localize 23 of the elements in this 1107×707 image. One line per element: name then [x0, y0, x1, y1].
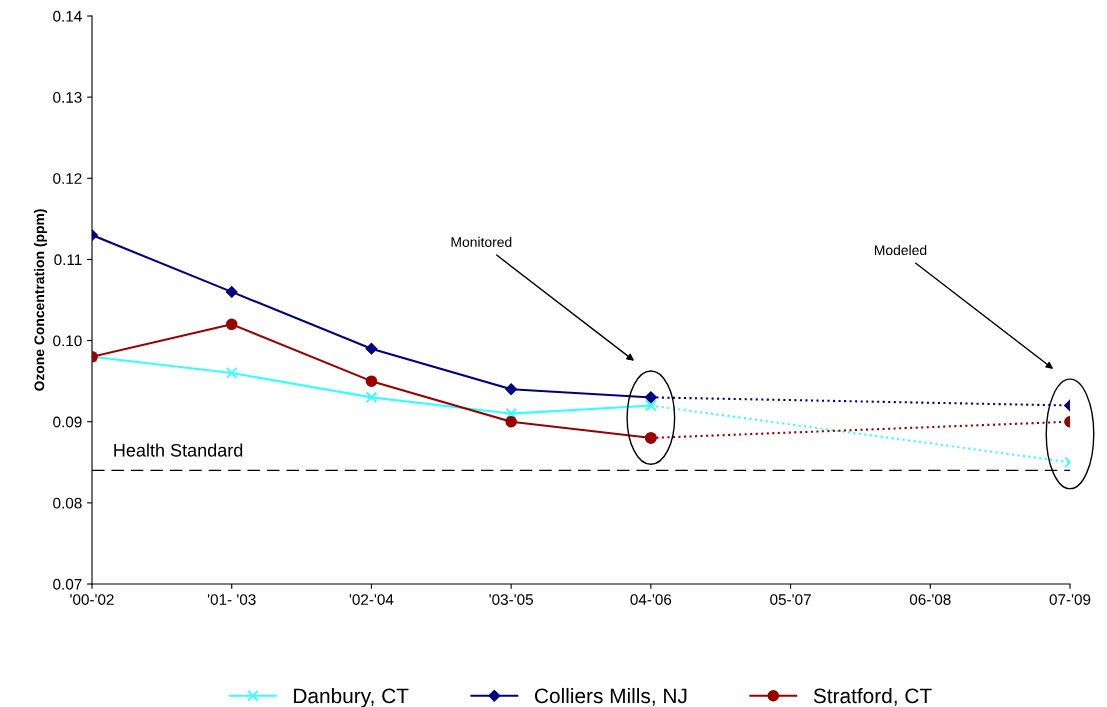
legend-label: Stratford, CT — [813, 687, 932, 706]
y-tick-label: 0.09 — [53, 416, 82, 428]
x-tick-label: 05-'07 — [770, 594, 811, 605]
y-tick-label: 0.07 — [53, 578, 82, 590]
legend-label: Danbury, CT — [294, 687, 409, 707]
y-tick-label: 0.11 — [54, 254, 82, 266]
x-tick-label: 06-'08 — [909, 594, 951, 605]
x-tick-label: '01- '03 — [207, 594, 256, 605]
annotation: Monitored — [451, 236, 512, 247]
legend-label: Colliers Mills, NJ — [535, 687, 687, 706]
annotation: Modeled — [874, 244, 927, 256]
y-tick-label: 0.13 — [53, 92, 82, 103]
x-tick-label: '03-'05 — [489, 594, 533, 605]
x-tick-label: 07-'09 — [1049, 594, 1091, 605]
x-tick-label: 04-'06 — [630, 594, 672, 605]
y-tick-label: 0.10 — [53, 335, 82, 347]
x-tick-label: '02-'04 — [349, 594, 394, 605]
y-tick-label: 0.12 — [53, 173, 82, 184]
y-tick-label: 0.14 — [53, 10, 82, 22]
ref-line-label: Health Standard — [114, 443, 243, 457]
y-axis-title: Ozone Concentration (ppm) — [34, 209, 47, 391]
x-tick-label: '00-'02 — [70, 594, 114, 605]
y-tick-label: 0.08 — [53, 497, 82, 509]
